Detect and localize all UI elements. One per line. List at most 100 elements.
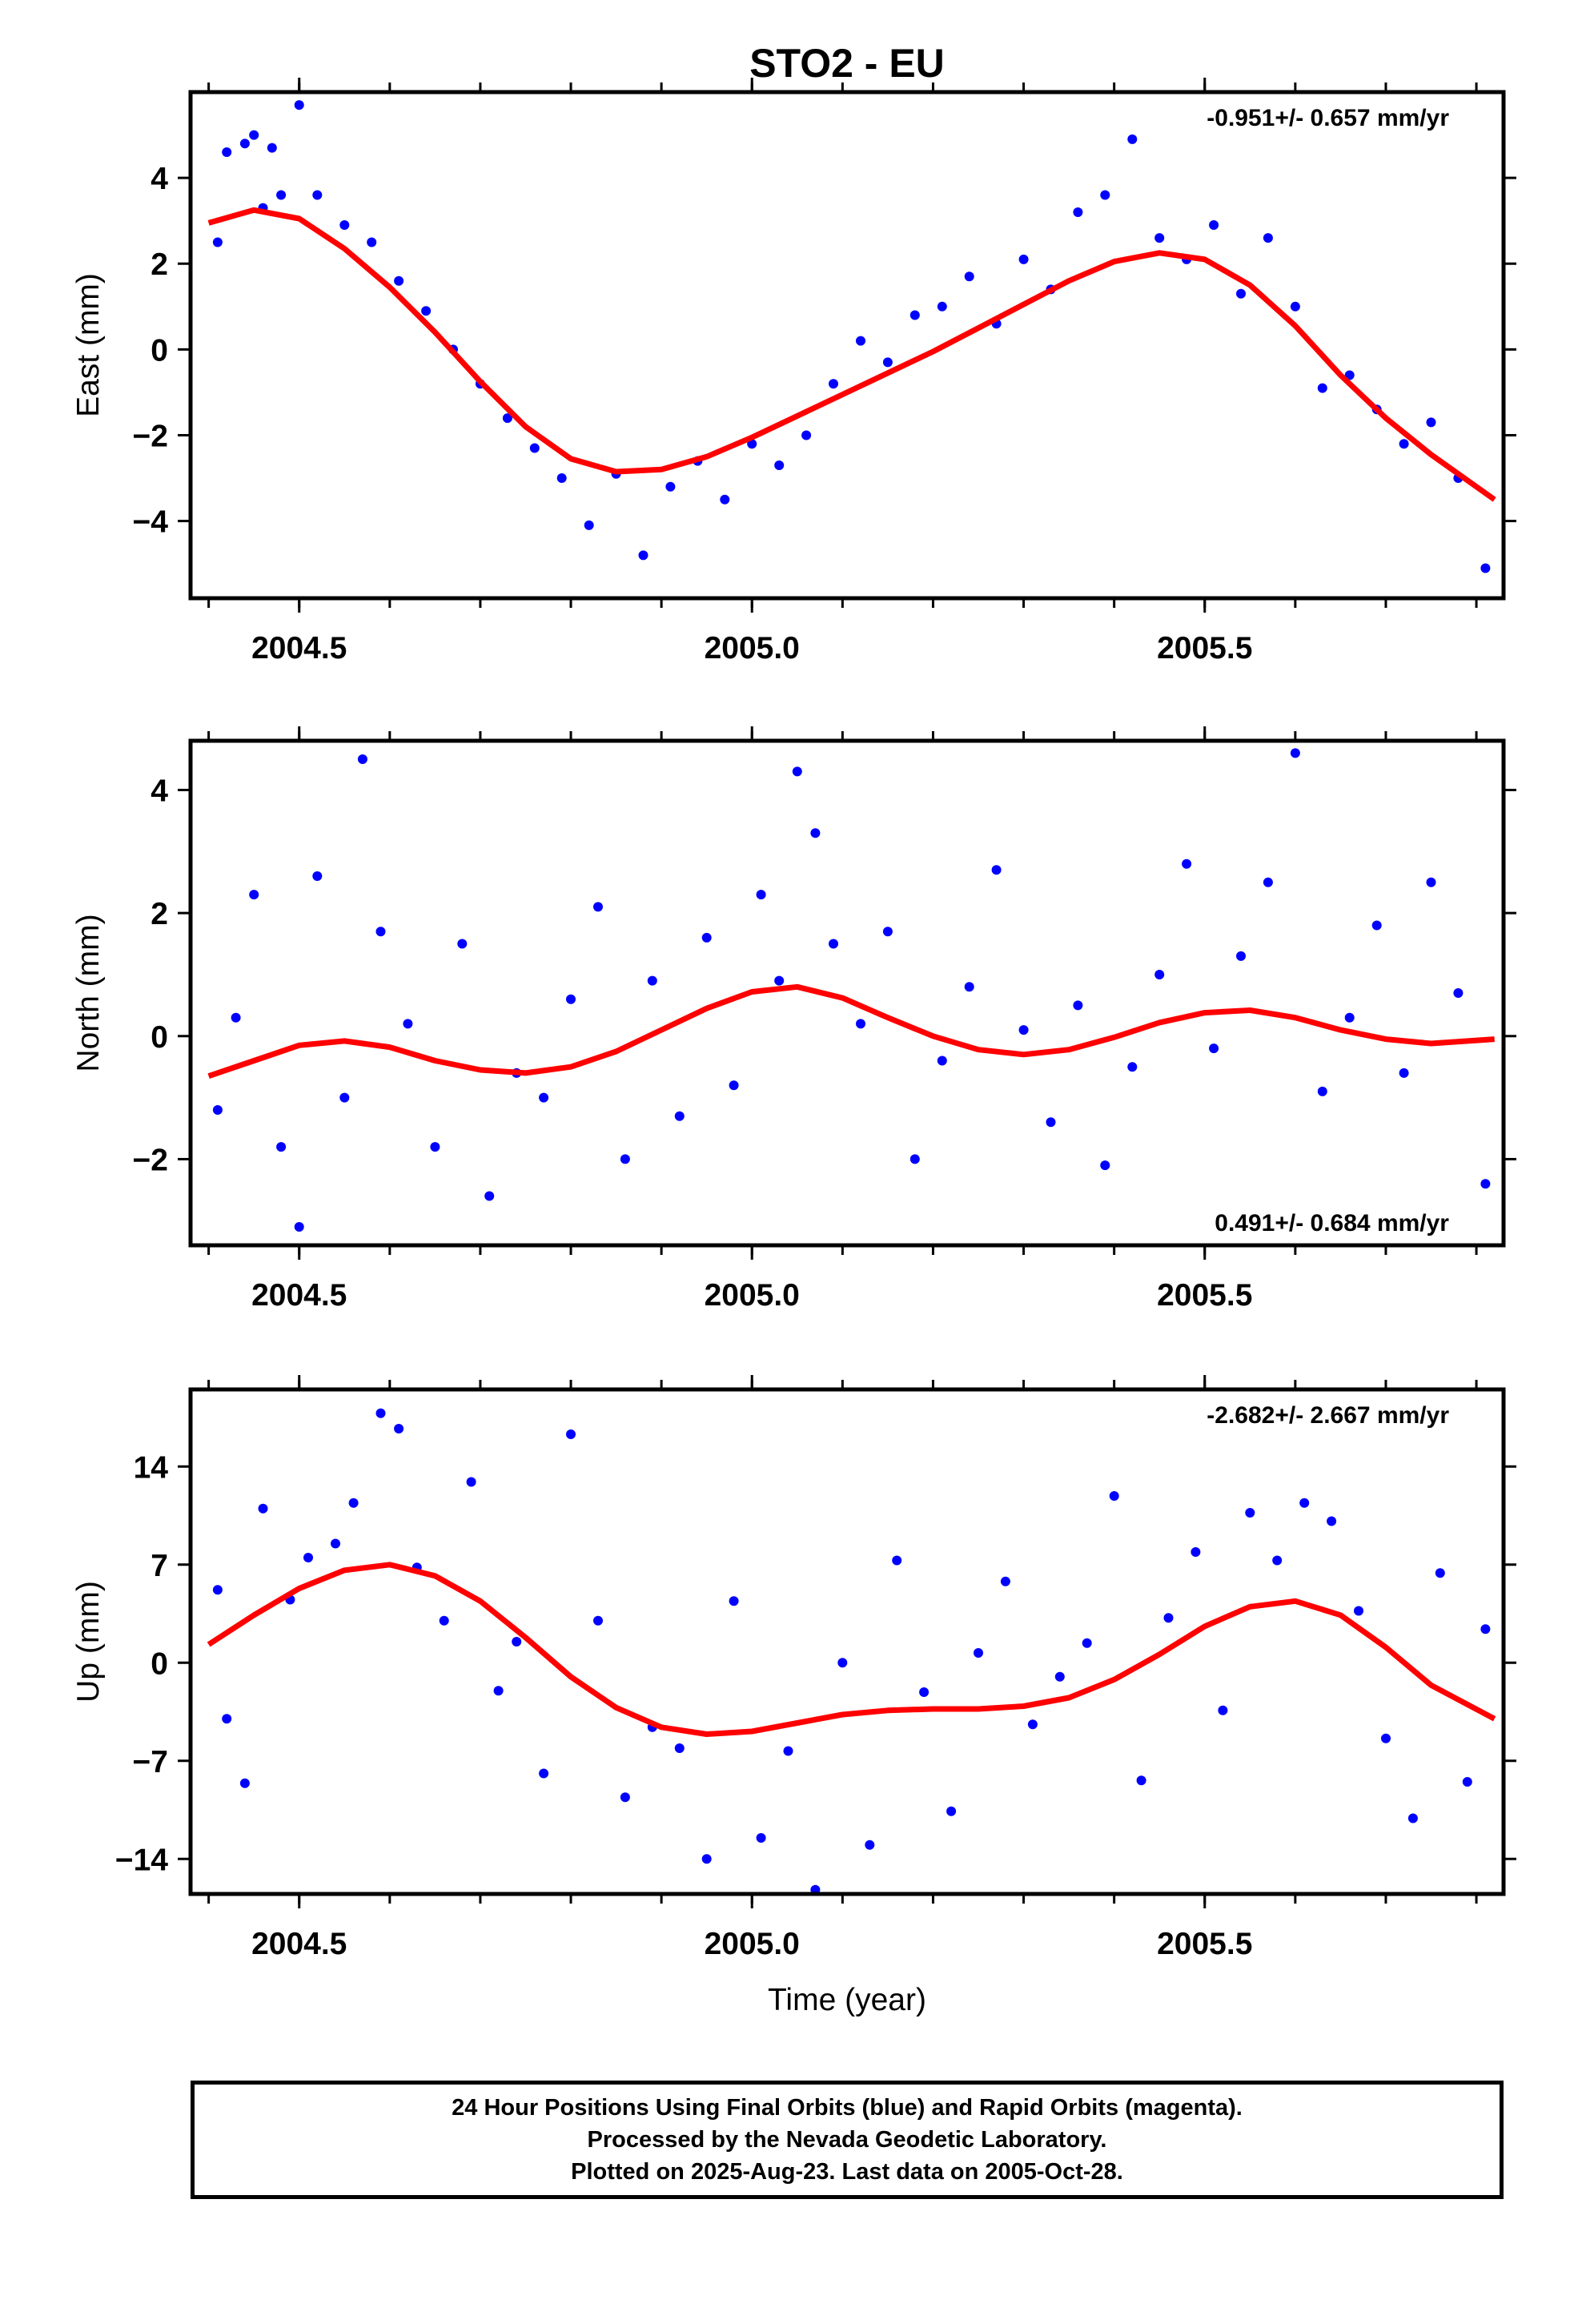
data-point bbox=[647, 975, 657, 986]
data-point bbox=[1046, 1117, 1056, 1128]
data-point bbox=[439, 1615, 449, 1626]
data-point bbox=[810, 828, 821, 838]
data-point bbox=[729, 1596, 739, 1606]
x-tick-label: 2004.5 bbox=[251, 1278, 347, 1313]
data-point bbox=[556, 473, 567, 483]
footer-line-1: 24 Hour Positions Using Final Orbits (bl… bbox=[452, 2095, 1243, 2121]
data-point bbox=[276, 1142, 287, 1152]
x-tick-label: 2005.5 bbox=[1157, 1927, 1252, 1961]
data-point bbox=[1317, 383, 1327, 393]
data-point bbox=[1245, 1508, 1255, 1518]
data-point bbox=[1018, 1025, 1029, 1035]
data-point bbox=[1054, 1671, 1065, 1682]
data-point bbox=[1399, 439, 1409, 449]
data-point bbox=[937, 1055, 947, 1066]
data-point bbox=[1399, 1068, 1409, 1078]
data-point bbox=[964, 982, 974, 992]
fit-curve bbox=[207, 983, 1495, 1080]
data-point bbox=[512, 1637, 522, 1647]
data-point bbox=[331, 1538, 340, 1549]
rate-annotation: -2.682+/- 2.667 mm/yr bbox=[1207, 1402, 1449, 1429]
data-point bbox=[1136, 1775, 1146, 1786]
data-point bbox=[339, 1092, 350, 1103]
data-point bbox=[231, 1012, 241, 1023]
data-point bbox=[810, 1884, 821, 1894]
data-point bbox=[1435, 1568, 1445, 1578]
y-tick-label: 14 bbox=[134, 1450, 169, 1485]
data-point bbox=[267, 143, 277, 153]
data-point bbox=[339, 220, 350, 230]
data-point bbox=[1073, 1000, 1083, 1011]
y-tick-label: 7 bbox=[151, 1549, 168, 1583]
data-point bbox=[1480, 1624, 1491, 1634]
data-point bbox=[367, 237, 377, 247]
data-point bbox=[829, 939, 838, 949]
data-point bbox=[1426, 417, 1436, 428]
fit-curve bbox=[207, 1562, 1496, 1737]
x-tick-label: 2004.5 bbox=[251, 1927, 347, 1961]
data-point bbox=[1480, 1179, 1491, 1189]
data-point bbox=[1209, 220, 1219, 230]
y-tick-label: 4 bbox=[151, 162, 168, 196]
data-point bbox=[1182, 858, 1192, 869]
data-point bbox=[276, 190, 287, 200]
data-point bbox=[783, 1746, 793, 1756]
data-point bbox=[303, 1553, 313, 1562]
data-point bbox=[892, 1555, 902, 1566]
data-point bbox=[1462, 1777, 1472, 1787]
data-point bbox=[774, 975, 785, 986]
data-point bbox=[394, 1424, 404, 1433]
rate-annotation: 0.491+/- 0.684 mm/yr bbox=[1215, 1210, 1449, 1236]
data-point bbox=[529, 443, 540, 453]
data-point bbox=[1236, 288, 1246, 299]
data-point bbox=[1290, 301, 1300, 312]
data-point bbox=[1209, 1043, 1219, 1054]
data-point bbox=[239, 139, 250, 149]
y-tick-label: −7 bbox=[133, 1745, 168, 1779]
data-point bbox=[1354, 1606, 1363, 1616]
data-point bbox=[991, 865, 1002, 875]
data-point bbox=[1480, 563, 1491, 573]
y-tick-label: −2 bbox=[133, 1143, 168, 1177]
data-point bbox=[964, 271, 974, 282]
data-point bbox=[566, 1429, 576, 1439]
y-tick-label: −4 bbox=[133, 505, 169, 540]
data-point bbox=[909, 310, 920, 320]
data-point bbox=[1317, 1086, 1327, 1096]
data-point bbox=[909, 1154, 920, 1164]
data-point bbox=[312, 871, 323, 881]
axes-frame bbox=[188, 738, 1506, 1248]
chart-title: STO2 - EU bbox=[749, 41, 945, 86]
data-point bbox=[1127, 134, 1138, 144]
x-tick-label: 2005.5 bbox=[1157, 1278, 1252, 1313]
x-tick-label: 2005.5 bbox=[1157, 631, 1252, 665]
data-point bbox=[222, 1714, 232, 1724]
data-point bbox=[1127, 1062, 1138, 1072]
data-point bbox=[493, 1686, 504, 1696]
y-tick-label: −2 bbox=[133, 419, 168, 453]
data-point bbox=[801, 430, 812, 440]
data-point bbox=[674, 1111, 685, 1121]
data-point bbox=[457, 939, 468, 949]
y-tick-label: 2 bbox=[151, 897, 168, 931]
data-point bbox=[1371, 920, 1382, 931]
y-tick-label: 0 bbox=[151, 1020, 168, 1055]
data-point bbox=[729, 1080, 739, 1091]
data-point bbox=[756, 1833, 766, 1843]
data-point bbox=[502, 413, 512, 424]
y-tick-label: −14 bbox=[115, 1843, 168, 1877]
data-point bbox=[1344, 370, 1355, 380]
axes-frame bbox=[188, 1387, 1506, 1896]
data-point bbox=[1263, 233, 1273, 243]
data-point bbox=[620, 1792, 630, 1803]
data-point bbox=[539, 1092, 549, 1103]
data-point bbox=[348, 1498, 359, 1508]
plot-area bbox=[207, 100, 1496, 573]
data-point bbox=[357, 754, 367, 764]
data-point bbox=[1272, 1555, 1283, 1566]
data-point bbox=[430, 1142, 440, 1152]
data-point bbox=[701, 932, 712, 943]
panel-up: 2004.5 2005.0 2005.5 −14 −7 0 7 14 Up (mm) Time (… bbox=[71, 1375, 1516, 2017]
y-tick-label: 0 bbox=[151, 1647, 168, 1681]
data-point bbox=[674, 1743, 685, 1753]
